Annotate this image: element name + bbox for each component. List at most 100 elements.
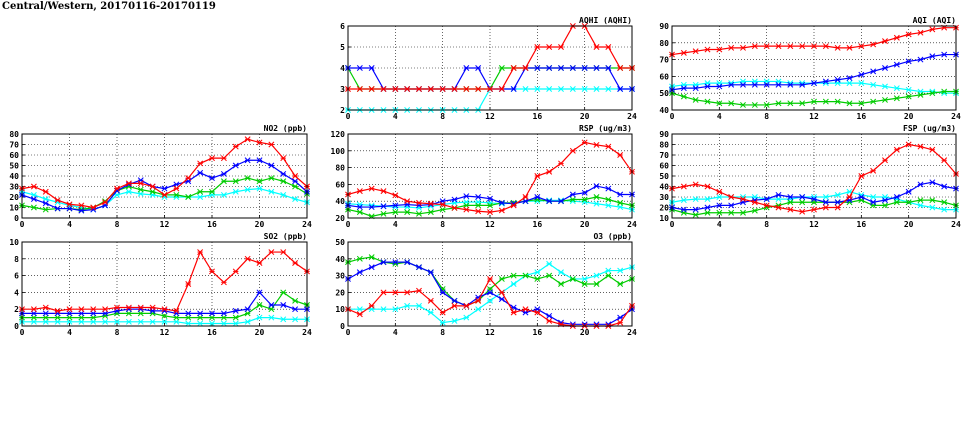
o3-data-point [427,309,434,316]
o3-y-tick-label: 20 [335,288,345,297]
no2-data-point [244,175,251,182]
aqi-data-point [870,98,877,105]
aqi-data-point [905,58,912,65]
so2-data-point [197,320,204,327]
no2-data-point [197,169,204,176]
rsp-data-point [605,185,612,192]
fsp-data-point [905,188,912,195]
aqi-data-point [929,90,936,97]
so2-data-point [292,306,299,313]
fsp-data-point [692,196,699,203]
fsp-plot-frame [671,133,957,219]
no2-y-tick-label: 0 [14,214,19,223]
aqhi-data-point [522,86,529,92]
aqhi-data-point [581,65,588,71]
o3-x-tick-label: 8 [440,328,445,337]
fsp-data-point [692,211,699,218]
aqhi-data-point [581,86,588,92]
fsp-data-point [929,146,936,153]
aqi-data-point [941,88,948,95]
aqi-data-point [692,96,699,103]
so2-data-point [232,307,239,314]
aqhi-x-tick-label: 0 [346,112,351,121]
aqhi-data-point [569,65,576,71]
rsp-data-point [569,147,576,154]
o3-data-point [475,306,482,313]
rsp-data-point [427,200,434,207]
aqhi-y-tick-label: 4 [340,64,345,73]
rsp-data-point [498,199,505,206]
aqi-data-point [740,81,746,88]
fsp-data-point [799,208,806,215]
aqi-data-point [728,100,735,107]
so2-data-point [256,289,263,296]
so2-data-point [268,249,275,256]
aqhi-data-point [534,86,541,92]
aqi-data-point [763,102,770,108]
rsp-y-tick-label: 60 [335,180,345,189]
aqi-data-point [751,81,758,88]
so2-data-point [280,289,287,296]
so2-data-point [102,310,109,317]
aqhi-data-point [368,86,375,92]
aqi-data-point [870,81,877,88]
no2-data-point [42,188,49,195]
so2-data-point [280,302,287,308]
so2-data-point [197,249,204,256]
fsp-data-point [740,196,746,203]
aqi-data-point [917,91,924,98]
fsp-data-point [917,181,924,188]
aqhi-chart: AQHI (AQHI) 0 4 8 12 16 20 24 2 3 4 5 6 [340,16,637,121]
no2-data-point [30,204,37,211]
o3-data-point [356,311,363,318]
o3-data-point [392,289,399,296]
fsp-data-point [870,167,877,174]
fsp-data-point [834,191,841,198]
aqhi-data-point [356,65,363,71]
fsp-data-point [704,183,711,190]
rsp-data-point [475,202,482,209]
so2-data-point [114,318,120,325]
so2-x-tick-label: 8 [115,328,120,337]
o3-data-point [380,259,387,266]
aqi-x-tick-label: 8 [764,112,769,121]
aqi-data-point [751,43,758,50]
aqhi-data-point [546,65,553,71]
no2-data-point [149,188,156,195]
aqhi-x-tick-label: 4 [393,112,398,121]
o3-data-point [356,269,363,276]
fsp-data-point [811,196,817,203]
rsp-data-point [558,160,564,167]
so2-data-point [292,297,299,304]
fsp-y-tick-label: 30 [659,193,669,202]
fsp-data-point [704,196,711,203]
so2-data-point [42,318,49,325]
so2-data-point [197,314,204,321]
aqhi-data-point [380,86,387,92]
so2-data-point [42,314,49,321]
fsp-data-point [858,173,865,179]
so2-data-point [54,314,61,321]
rsp-data-point [617,191,624,198]
aqi-y-tick-label: 40 [659,106,669,115]
no2-x-tick-label: 24 [302,220,312,229]
rsp-data-point [534,173,541,179]
rsp-data-point [487,202,493,209]
aqi-data-point [704,83,711,90]
so2-data-point [244,306,251,313]
aqi-data-point [811,80,817,87]
o3-data-point [487,289,493,296]
o3-data-point [534,276,541,282]
no2-y-tick-label: 20 [9,193,19,202]
o3-data-point [451,318,458,324]
o3-data-point [617,267,624,274]
aqi-data-point [680,93,687,100]
rsp-y-tick-label: 80 [335,164,345,173]
fsp-data-point [751,207,758,214]
no2-data-point [137,190,144,197]
fsp-x-tick-label: 20 [904,220,914,229]
no2-y-tick-label: 50 [9,162,19,171]
fsp-data-point [692,181,699,188]
